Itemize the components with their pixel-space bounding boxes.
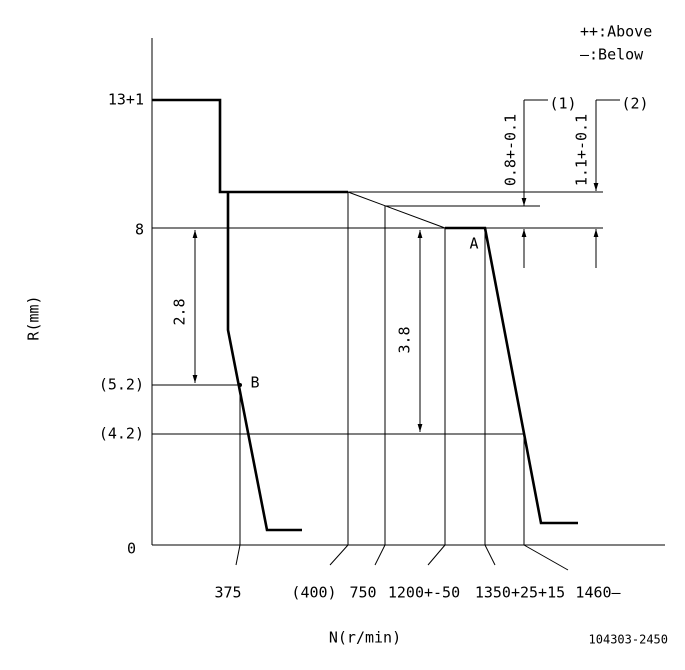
reference-lines — [152, 191, 603, 571]
y-label: 8 — [135, 221, 144, 239]
x-label: 750 — [349, 584, 376, 602]
y-label: (4.2) — [99, 425, 144, 443]
x-label: 1200+-50 — [388, 584, 460, 602]
x-label: (400) — [291, 584, 336, 602]
legend-below: —:Below — [580, 46, 644, 64]
drawing-code: 104303-2450 — [589, 633, 668, 647]
point-label: A — [469, 235, 478, 253]
y-label: 0 — [127, 540, 136, 558]
dimension-label: 2.8 — [171, 298, 189, 325]
legend-above: ++:Above — [580, 23, 652, 41]
y-label: 13+1 — [108, 91, 144, 109]
y-label: (5.2) — [99, 376, 144, 394]
curve-right — [445, 226, 578, 525]
curve-upper — [152, 98, 348, 194]
x-label: 1460— — [575, 584, 621, 602]
tolerance-label: 1.1+-0.1 — [573, 114, 591, 186]
reference-label: (1) — [549, 95, 576, 113]
point-b — [238, 383, 242, 387]
x-label: 375 — [214, 584, 241, 602]
tolerance-label: 0.8+-0.1 — [502, 114, 520, 186]
x-label: 1350+25+15 — [475, 584, 565, 602]
y-axis-title: R(mm) — [25, 295, 43, 340]
dimension-label: 3.8 — [396, 326, 414, 353]
curve-left — [226, 192, 302, 532]
dimension-arrows — [192, 99, 620, 432]
point-label: B — [250, 374, 259, 392]
x-axis-title: N(r/min) — [329, 629, 401, 647]
reference-label: (2) — [621, 95, 648, 113]
